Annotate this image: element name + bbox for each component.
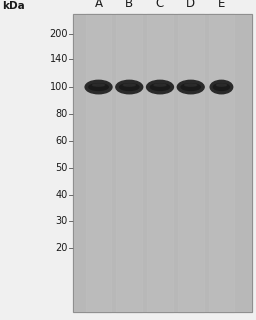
Ellipse shape	[185, 84, 197, 86]
Bar	[116, 14, 142, 312]
Text: E: E	[218, 0, 225, 10]
Ellipse shape	[92, 84, 105, 86]
Ellipse shape	[210, 80, 233, 94]
Ellipse shape	[116, 80, 143, 94]
Text: 20: 20	[56, 243, 68, 253]
Text: 140: 140	[49, 54, 68, 64]
Text: A: A	[94, 0, 103, 10]
Ellipse shape	[216, 84, 227, 86]
Bar	[147, 14, 173, 312]
Ellipse shape	[150, 84, 170, 91]
Ellipse shape	[146, 80, 174, 94]
Ellipse shape	[154, 84, 166, 86]
Text: 50: 50	[56, 163, 68, 173]
Ellipse shape	[177, 80, 204, 94]
Text: kDa: kDa	[3, 1, 25, 11]
Ellipse shape	[181, 84, 200, 91]
Text: B: B	[125, 0, 133, 10]
Ellipse shape	[120, 84, 139, 91]
Text: 80: 80	[56, 108, 68, 119]
Text: 60: 60	[56, 136, 68, 147]
Text: D: D	[186, 0, 195, 10]
Bar	[86, 14, 111, 312]
Text: 200: 200	[49, 28, 68, 39]
Bar	[73, 14, 252, 312]
Bar	[73, 14, 252, 312]
Bar	[178, 14, 204, 312]
Text: 30: 30	[56, 216, 68, 227]
Ellipse shape	[85, 80, 112, 94]
Bar	[209, 14, 234, 312]
Ellipse shape	[123, 84, 135, 86]
Text: 100: 100	[49, 82, 68, 92]
Ellipse shape	[89, 84, 108, 91]
Text: 40: 40	[56, 189, 68, 200]
Text: C: C	[156, 0, 164, 10]
Ellipse shape	[213, 84, 230, 91]
